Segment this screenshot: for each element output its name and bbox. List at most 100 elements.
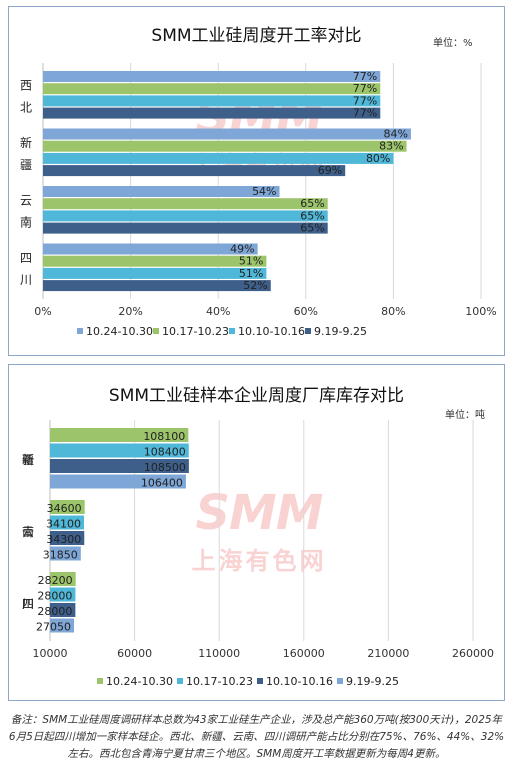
bar <box>50 474 186 489</box>
bar <box>50 603 76 617</box>
legend-label: 9.19-9.25 <box>314 325 367 338</box>
data-label: 49% <box>230 243 254 256</box>
bar <box>43 165 346 177</box>
bar <box>50 459 189 473</box>
unit-label: 单位：吨 <box>445 410 485 421</box>
legend-label: 10.17-10.23 <box>162 325 229 338</box>
data-label: 54% <box>252 185 276 198</box>
bar <box>50 618 75 633</box>
chart-title: SMM工业硅样本企业周度厂库库存对比 <box>108 386 405 406</box>
data-label: 65% <box>300 222 324 235</box>
legend-swatch <box>257 678 263 684</box>
chart-title: SMM工业硅周度开工率对比 <box>151 26 362 46</box>
data-label: 84% <box>383 128 407 141</box>
x-tick-label: 100% <box>465 305 496 318</box>
bar <box>43 107 381 119</box>
legend-swatch <box>77 328 83 334</box>
data-label: 65% <box>300 197 324 210</box>
inventory-bar-chart: 10000 60000 110000 160000 210000 260000 108100… <box>22 420 494 688</box>
legend-swatch <box>97 678 103 684</box>
legend-swatch <box>337 678 343 684</box>
data-label: 28200 <box>38 574 73 587</box>
bar <box>50 515 84 530</box>
footnote: 备注：SMM工业硅周度调研样本总数为43家工业硅生产企业，涉及总产能360万吨(… <box>8 714 505 760</box>
category-label: 四川 <box>20 251 32 287</box>
x-tick-label: 210000 <box>367 647 409 660</box>
category-label: 西北 <box>20 78 32 114</box>
data-label: 34600 <box>47 502 82 515</box>
data-label: 65% <box>300 209 324 222</box>
category-label: 四川 <box>22 597 34 611</box>
data-label: 77% <box>353 107 377 120</box>
unit-label: 单位：% <box>433 38 473 49</box>
category-label: 云南 <box>22 524 34 539</box>
x-tick-label: 40% <box>206 305 230 318</box>
legend-swatch <box>305 328 311 334</box>
legend-label: 10.17-10.23 <box>186 675 253 688</box>
category-label: 新疆 <box>20 135 32 172</box>
data-label: 28000 <box>37 605 72 618</box>
bar <box>43 152 394 164</box>
bar <box>43 83 381 95</box>
data-label: 52% <box>243 279 267 292</box>
data-label: 77% <box>353 94 377 107</box>
bar <box>43 280 271 292</box>
legend-swatch <box>177 678 183 684</box>
bar <box>43 186 280 197</box>
data-label: 51% <box>239 255 263 268</box>
legend-label: 10.24-10.30 <box>106 675 173 688</box>
data-label: 28000 <box>37 590 72 603</box>
bar <box>43 222 328 234</box>
bar <box>43 243 258 255</box>
inventory-chart-panel: SMM工业硅样本企业周度厂库库存对比 单位：吨 SMM 上海有色网 10000 60… <box>8 364 505 701</box>
legend-label: 10.24-10.30 <box>86 325 153 338</box>
x-tick-label: 0% <box>34 305 51 318</box>
legend-label: 10.10-10.16 <box>266 675 333 688</box>
data-label: 31850 <box>43 549 78 562</box>
category-label: 云南 <box>20 193 32 229</box>
x-tick-label: 60000 <box>117 647 152 660</box>
x-tick-label: 60% <box>294 305 318 318</box>
legend-label: 9.19-9.25 <box>346 675 399 688</box>
bar <box>43 267 267 279</box>
data-label: 27050 <box>36 621 71 634</box>
x-tick-label: 260000 <box>452 647 494 660</box>
bar <box>43 95 381 107</box>
bar <box>50 546 81 561</box>
bar <box>43 255 267 267</box>
data-label: 83% <box>379 140 403 153</box>
bar <box>50 587 76 602</box>
data-label: 34300 <box>46 533 81 546</box>
data-label: 108400 <box>144 446 186 459</box>
x-tick-label: 10000 <box>33 647 68 660</box>
data-label: 34100 <box>46 518 81 531</box>
data-label: 80% <box>366 152 390 165</box>
bar <box>50 443 189 458</box>
category-label: 新疆 <box>22 452 34 467</box>
x-tick-label: 160000 <box>283 647 325 660</box>
bar <box>50 500 85 514</box>
data-label: 69% <box>318 164 342 177</box>
bar <box>43 128 411 140</box>
x-tick-label: 20% <box>118 305 142 318</box>
bar <box>43 71 381 82</box>
capacity-utilization-bar-chart: 0% 20% 40% 60% 80% 100%77%77%77%77%西北84%83%80… <box>20 63 497 338</box>
bar <box>43 210 328 222</box>
x-tick-label: 80% <box>381 305 405 318</box>
legend-swatch <box>229 328 235 334</box>
data-label: 108100 <box>143 430 185 443</box>
data-label: 77% <box>353 70 377 83</box>
legend-label: 10.10-10.16 <box>238 325 305 338</box>
x-tick-label: 110000 <box>198 647 240 660</box>
bar <box>50 531 85 545</box>
bar <box>50 572 76 586</box>
bar <box>50 428 189 442</box>
data-label: 106400 <box>141 477 183 490</box>
data-label: 77% <box>353 82 377 95</box>
data-label: 108500 <box>144 461 186 474</box>
legend-swatch <box>153 328 159 334</box>
bar <box>43 198 328 210</box>
data-label: 51% <box>239 267 263 280</box>
